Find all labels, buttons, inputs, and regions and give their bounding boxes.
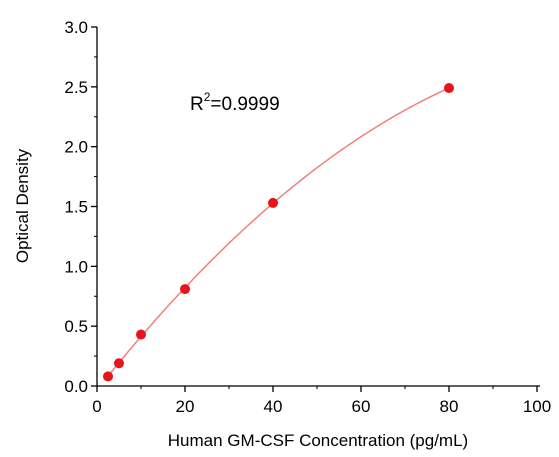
x-tick-label: 40 [264, 397, 283, 416]
data-point [114, 358, 124, 369]
x-ticks: 0 20 40 60 80 100 [92, 386, 551, 416]
y-axis-title: Optical Density [13, 148, 32, 263]
r-squared-annotation: R2=0.9999 [190, 90, 280, 115]
axes [96, 27, 540, 387]
data-points [103, 83, 454, 382]
data-point [444, 83, 454, 94]
y-ticks: 0.0 0.5 1.0 1.5 2.0 2.5 3.0 [64, 18, 97, 396]
x-axis-title: Human GM-CSF Concentration (pg/mL) [168, 431, 468, 450]
x-tick-label: 80 [440, 397, 459, 416]
x-tick-label: 0 [92, 397, 101, 416]
y-tick-label: 2.0 [64, 138, 88, 157]
data-point [136, 329, 146, 340]
y-tick-label: 3.0 [64, 18, 88, 37]
x-tick-label: 20 [176, 397, 195, 416]
y-tick-label: 2.5 [64, 78, 88, 97]
r-squared-superscript: 2 [204, 90, 211, 104]
r-squared-base: R [190, 94, 204, 115]
y-tick-label: 1.5 [64, 198, 88, 217]
data-point [268, 197, 278, 208]
data-point [103, 371, 113, 382]
y-tick-label: 0.0 [64, 377, 88, 396]
x-tick-label: 60 [352, 397, 371, 416]
x-tick-label: 100 [523, 397, 551, 416]
y-tick-label: 0.5 [64, 317, 88, 336]
r-squared-value: =0.9999 [210, 94, 279, 115]
data-point [180, 284, 190, 295]
fit-curve [107, 87, 450, 377]
y-tick-label: 1.0 [64, 257, 88, 276]
